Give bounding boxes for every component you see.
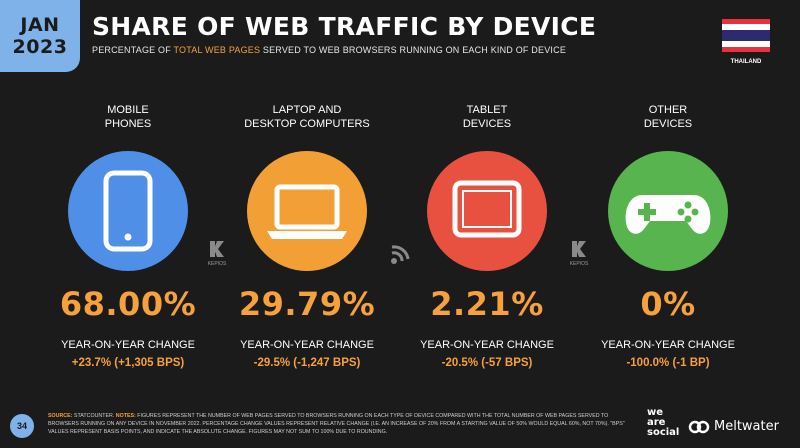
brand-line-1: we [647, 407, 664, 418]
category-label-line-1: LAPTOP AND [272, 104, 342, 116]
page-title: SHARE OF WEB TRAFFIC BY DEVICE [92, 12, 597, 41]
kepios-label: KEPIOS [569, 261, 589, 267]
source-text: STATCOUNTER. [72, 413, 116, 419]
we-are-social-logo: we are social [647, 408, 679, 438]
kepios-logo-icon: KEPIOS [205, 239, 229, 273]
laptop-icon [247, 151, 367, 271]
category-label-line-1: MOBILE [107, 104, 149, 116]
meltwater-logo-icon [688, 420, 710, 433]
yoy-change: -20.5% (-57 BPS) [441, 357, 533, 369]
subtitle-highlight: TOTAL WEB PAGES [173, 45, 261, 55]
country-label: THAILAND [730, 59, 762, 65]
date-month: JAN [20, 14, 60, 36]
thailand-flag-icon [722, 19, 770, 52]
kepios-label: KEPIOS [207, 261, 227, 267]
date-badge: JAN 2023 [0, 0, 80, 72]
category-label-line-2: DEVICES [462, 118, 512, 130]
category-label: LAPTOP AND DESKTOP COMPUTERS [232, 103, 382, 131]
yoy-label: YEAR-ON-YEAR CHANGE [601, 339, 735, 351]
share-value: 2.21% [430, 285, 544, 323]
notes-text: FIGURES REPRESENT THE NUMBER OF WEB PAGE… [48, 413, 625, 435]
tablet-icon [427, 151, 547, 271]
share-value: 68.00% [59, 285, 197, 323]
category-label-line-2: DEVICES [643, 118, 693, 130]
meltwater-logo: Meltwater [688, 419, 779, 434]
mobile-phone-icon [68, 151, 188, 271]
category-label: OTHER DEVICES [593, 103, 743, 131]
subtitle-suffix: SERVED TO WEB BROWSERS RUNNING ON EACH K… [260, 45, 567, 55]
kepios-logo-icon: KEPIOS [567, 239, 591, 273]
page-number: 34 [10, 414, 34, 438]
brand-line-3: social [647, 427, 680, 438]
brand-line-2: are [647, 417, 666, 428]
category-label-line-2: PHONES [104, 118, 152, 130]
page-subtitle: PERCENTAGE OF TOTAL WEB PAGES SERVED TO … [92, 45, 566, 55]
yoy-label: YEAR-ON-YEAR CHANGE [240, 339, 374, 351]
yoy-change: -100.0% (-1 BP) [626, 357, 710, 369]
date-year: 2023 [12, 36, 68, 58]
subtitle-prefix: PERCENTAGE OF [92, 45, 174, 55]
footer-notes: SOURCE: STATCOUNTER. NOTES: FIGURES REPR… [48, 412, 634, 436]
meltwater-wordmark: Meltwater [714, 419, 779, 434]
yoy-change: -29.5% (-1,247 BPS) [253, 357, 361, 369]
category-label-line-1: OTHER [648, 104, 688, 116]
statcounter-logo-icon [388, 239, 412, 273]
yoy-label: YEAR-ON-YEAR CHANGE [61, 339, 195, 351]
yoy-change: +23.7% (+1,305 BPS) [71, 357, 185, 369]
notes-label: NOTES: [115, 413, 136, 419]
category-label-line-2: DESKTOP COMPUTERS [244, 118, 370, 130]
category-label-line-1: TABLET [466, 104, 508, 116]
share-value: 0% [640, 285, 696, 323]
category-label: MOBILE PHONES [53, 103, 203, 131]
category-label: TABLET DEVICES [412, 103, 562, 131]
yoy-label: YEAR-ON-YEAR CHANGE [420, 339, 554, 351]
source-label: SOURCE: [48, 413, 73, 419]
gamepad-icon [608, 151, 728, 271]
share-value: 29.79% [238, 285, 376, 323]
